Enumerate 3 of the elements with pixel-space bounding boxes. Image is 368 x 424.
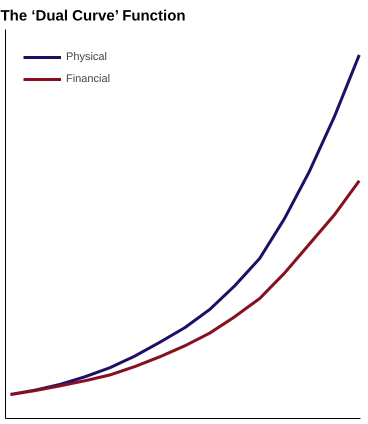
legend-label: Financial — [66, 73, 110, 85]
legend-label: Physical — [66, 51, 107, 63]
chart-title: The ‘Dual Curve’ Function — [0, 8, 186, 24]
